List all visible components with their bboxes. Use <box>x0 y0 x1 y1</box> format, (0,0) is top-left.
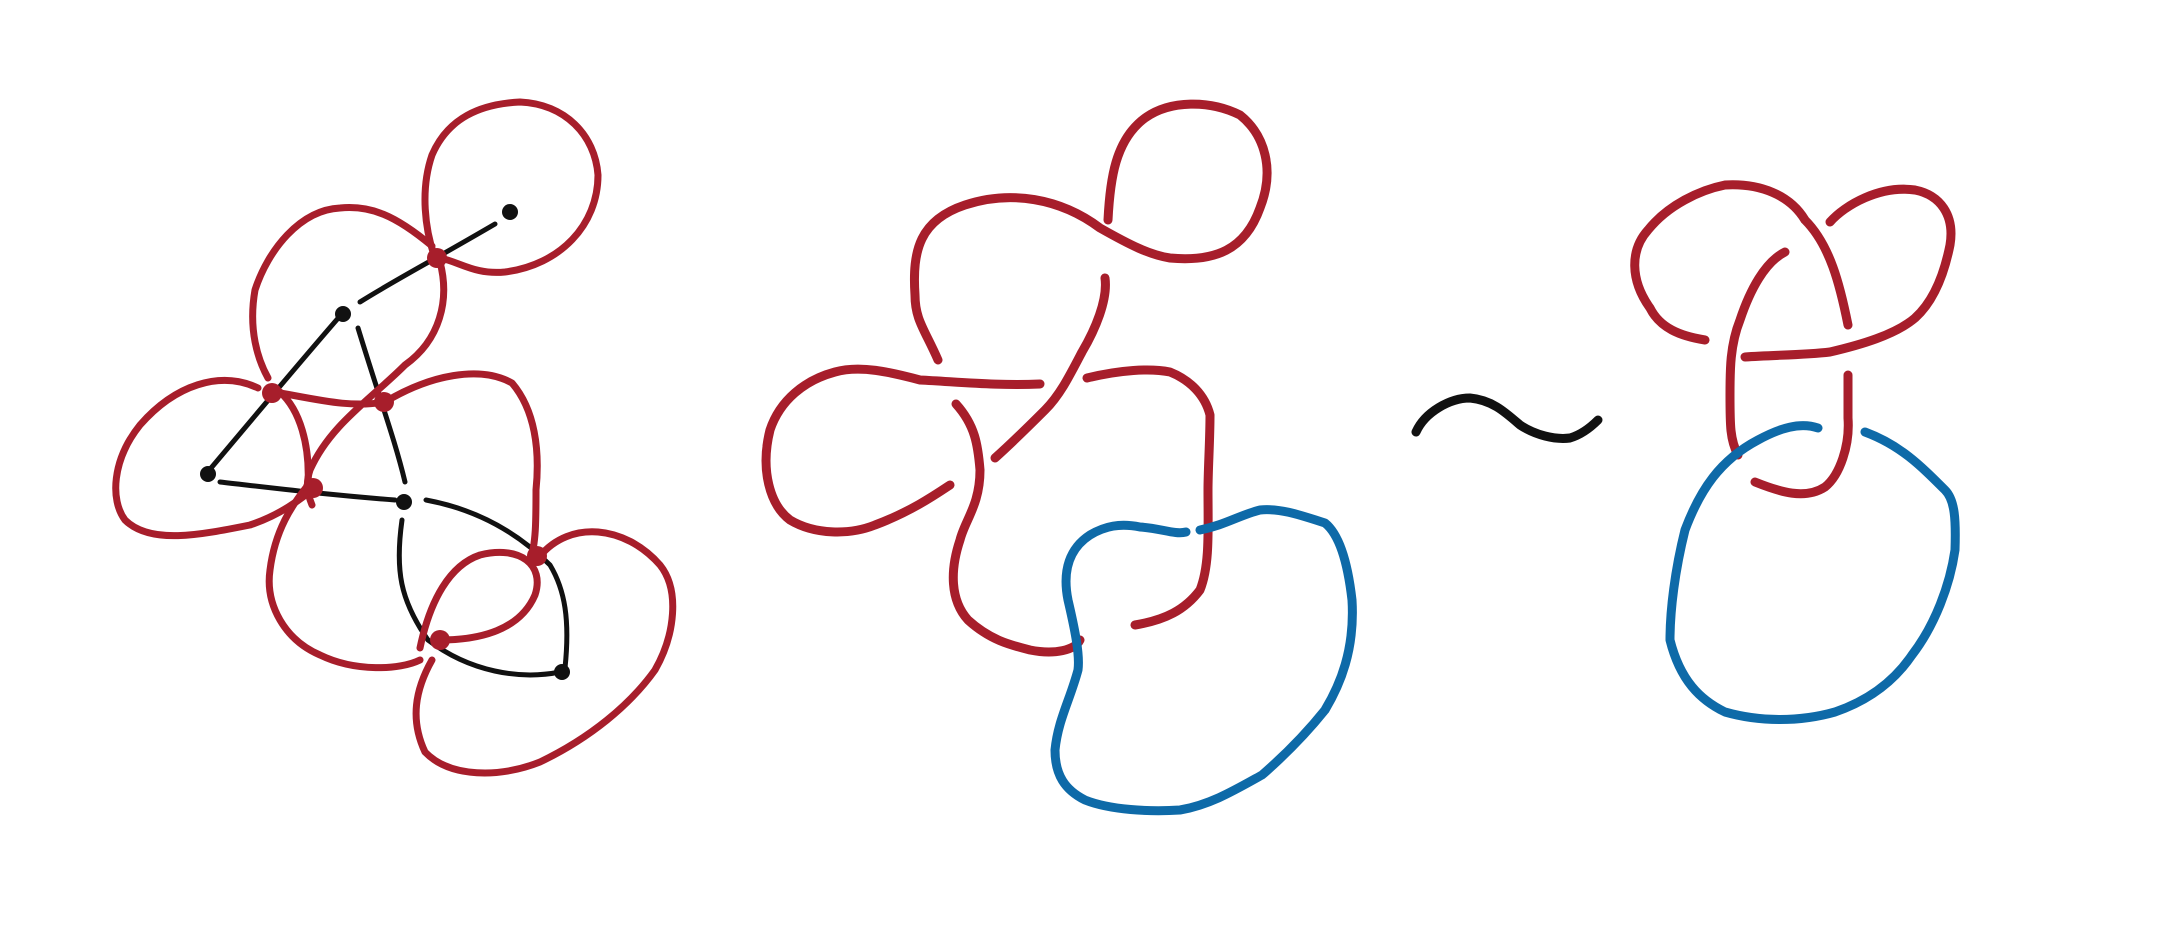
link-strand <box>249 204 436 382</box>
graph-edge <box>425 637 563 678</box>
link-component-blue <box>1665 421 1960 724</box>
tilde-mark <box>1411 393 1603 443</box>
link-crossing-node <box>374 392 394 412</box>
link-component-red <box>761 99 1272 657</box>
graph-edge <box>357 221 498 305</box>
graph-edge <box>396 517 431 643</box>
graph-vertex <box>554 664 570 680</box>
link-strand <box>421 98 602 276</box>
link-crossing-node <box>427 248 447 268</box>
link-strand <box>1665 421 1960 724</box>
link-strand <box>948 399 1085 657</box>
link-strand <box>909 99 1272 365</box>
panel-link-diagram <box>761 99 1357 816</box>
link-strand <box>990 273 1110 463</box>
link-strand <box>416 548 541 652</box>
link-crossing-node <box>303 478 323 498</box>
graph-vertex <box>200 466 216 482</box>
link-strand <box>271 370 541 564</box>
graph-vertex <box>335 306 351 322</box>
link-crossing-node <box>430 630 450 650</box>
panel-graph-with-link <box>112 98 677 777</box>
link-component-blue <box>1050 505 1357 816</box>
link-crossing-node <box>262 383 282 403</box>
link-strand <box>265 388 424 672</box>
graph-vertex <box>396 494 412 510</box>
link-strand <box>412 528 677 777</box>
link-strand <box>1082 365 1215 630</box>
panel-equivalent-link-diagram <box>1630 180 1960 724</box>
graph-vertex <box>502 204 518 220</box>
graph-edge <box>355 325 408 485</box>
link-strand <box>1050 505 1357 816</box>
graph-edge <box>423 497 570 671</box>
link-strand <box>761 364 1045 537</box>
equivalence-symbol: ~ <box>1411 393 1603 443</box>
link-strand <box>1750 370 1853 499</box>
graph-medial-link <box>112 98 677 777</box>
link-component-red <box>1630 180 1956 499</box>
link-strand <box>1630 180 1853 345</box>
link-strand <box>112 377 322 540</box>
link-strand <box>1740 184 1956 362</box>
link-crossing-node <box>527 546 547 566</box>
link-strand <box>1725 247 1790 460</box>
